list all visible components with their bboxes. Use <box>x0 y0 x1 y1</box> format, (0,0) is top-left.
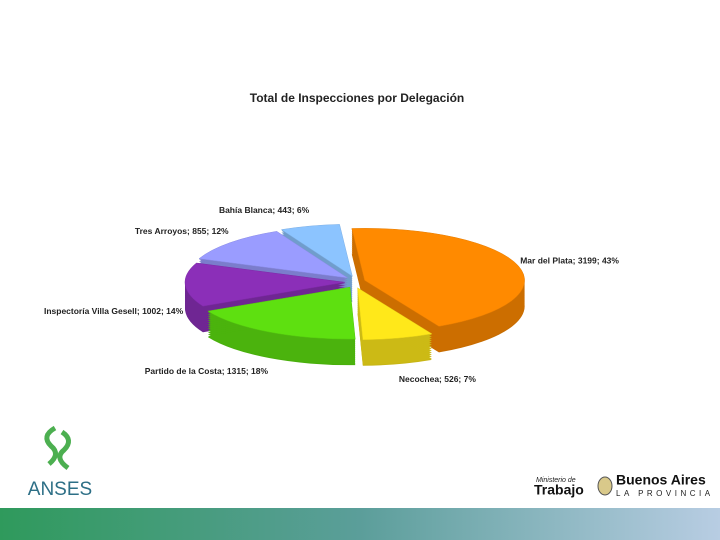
ministry-name: Trabajo <box>534 482 584 498</box>
data-label: Inspectoría Villa Gesell; 1002; 14% <box>44 306 184 316</box>
pie <box>184 224 525 366</box>
slice <box>357 287 433 366</box>
slice-top <box>207 286 356 340</box>
chart-title: Total de Inspecciones por Delegación <box>250 91 465 105</box>
data-label: Partido de la Costa; 1315; 18% <box>145 366 269 376</box>
footer-band <box>0 508 720 540</box>
data-label: Bahía Blanca; 443; 6% <box>219 205 310 215</box>
slice-top <box>357 287 433 341</box>
slice-top <box>351 228 525 327</box>
slice <box>207 286 356 366</box>
data-label: Tres Arroyos; 855; 12% <box>135 226 229 236</box>
province-sub: LA PROVINCIA <box>616 489 714 498</box>
data-label: Necochea; 526; 7% <box>399 374 476 384</box>
anses-text: ANSES <box>28 479 92 500</box>
province-name: Buenos Aires <box>616 472 706 488</box>
slice-top <box>184 262 346 307</box>
slice-top <box>280 224 353 277</box>
province-logo: Buenos Aires LA PROVINCIA <box>597 472 714 498</box>
ministry-logo: Ministerio de Trabajo <box>534 477 584 498</box>
slice-top <box>198 231 348 279</box>
data-label: Mar del Plata; 3199; 43% <box>520 256 619 266</box>
slice <box>351 228 525 353</box>
ministry-small: Ministerio de <box>536 477 576 484</box>
anses-logo: ANSES <box>28 425 92 500</box>
